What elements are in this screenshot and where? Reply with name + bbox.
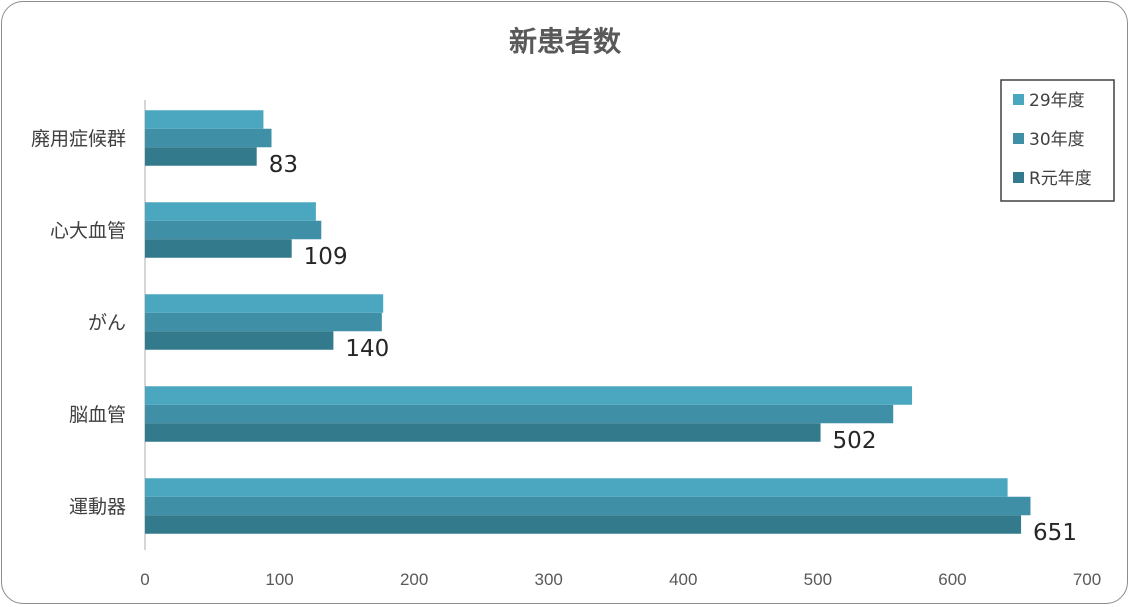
legend-swatch bbox=[1013, 94, 1024, 105]
legend-label: 30年度 bbox=[1029, 130, 1085, 150]
x-tick-label: 100 bbox=[265, 570, 293, 589]
bar bbox=[145, 515, 1022, 534]
data-labels: 83 109 140 502 651 bbox=[269, 152, 1077, 546]
data-label: 651 bbox=[1033, 520, 1077, 546]
category-label: 脳血管 bbox=[69, 404, 126, 426]
bar bbox=[145, 423, 821, 442]
x-tick-label: 400 bbox=[669, 570, 697, 589]
legend-label: R元年度 bbox=[1029, 169, 1092, 189]
bar bbox=[145, 202, 316, 221]
bar bbox=[145, 478, 1008, 497]
bar bbox=[145, 239, 292, 258]
category-label: 心大血管 bbox=[50, 220, 126, 242]
bar bbox=[145, 386, 913, 405]
category-label: 廃用症候群 bbox=[31, 128, 126, 150]
bar bbox=[145, 331, 334, 350]
bars-group bbox=[145, 110, 1031, 534]
x-tick-label: 300 bbox=[535, 570, 563, 589]
category-label: 運動器 bbox=[69, 496, 126, 518]
data-label: 140 bbox=[345, 336, 389, 362]
data-label: 109 bbox=[304, 244, 348, 270]
x-tick-labels: 0 100 200 300 400 500 600 700 bbox=[140, 570, 1101, 589]
legend-swatch bbox=[1013, 172, 1024, 183]
x-tick-label: 700 bbox=[1073, 570, 1101, 589]
x-tick-label: 500 bbox=[804, 570, 832, 589]
bar bbox=[145, 312, 382, 332]
x-tick-label: 0 bbox=[140, 570, 149, 589]
bar bbox=[145, 110, 264, 129]
bar bbox=[145, 496, 1031, 516]
bar bbox=[145, 147, 257, 166]
bar bbox=[145, 220, 322, 240]
data-label: 502 bbox=[833, 428, 877, 454]
legend-label: 29年度 bbox=[1029, 91, 1085, 111]
x-tick-label: 600 bbox=[938, 570, 966, 589]
legend-swatch bbox=[1013, 133, 1024, 144]
x-tick-label: 200 bbox=[400, 570, 428, 589]
legend: 29年度 30年度 R元年度 bbox=[1000, 79, 1115, 202]
bar bbox=[145, 128, 272, 148]
chart-title: 新患者数 bbox=[509, 25, 622, 58]
bar bbox=[145, 294, 384, 313]
bar bbox=[145, 404, 894, 424]
data-label: 83 bbox=[269, 152, 298, 178]
category-label: がん bbox=[88, 312, 126, 334]
